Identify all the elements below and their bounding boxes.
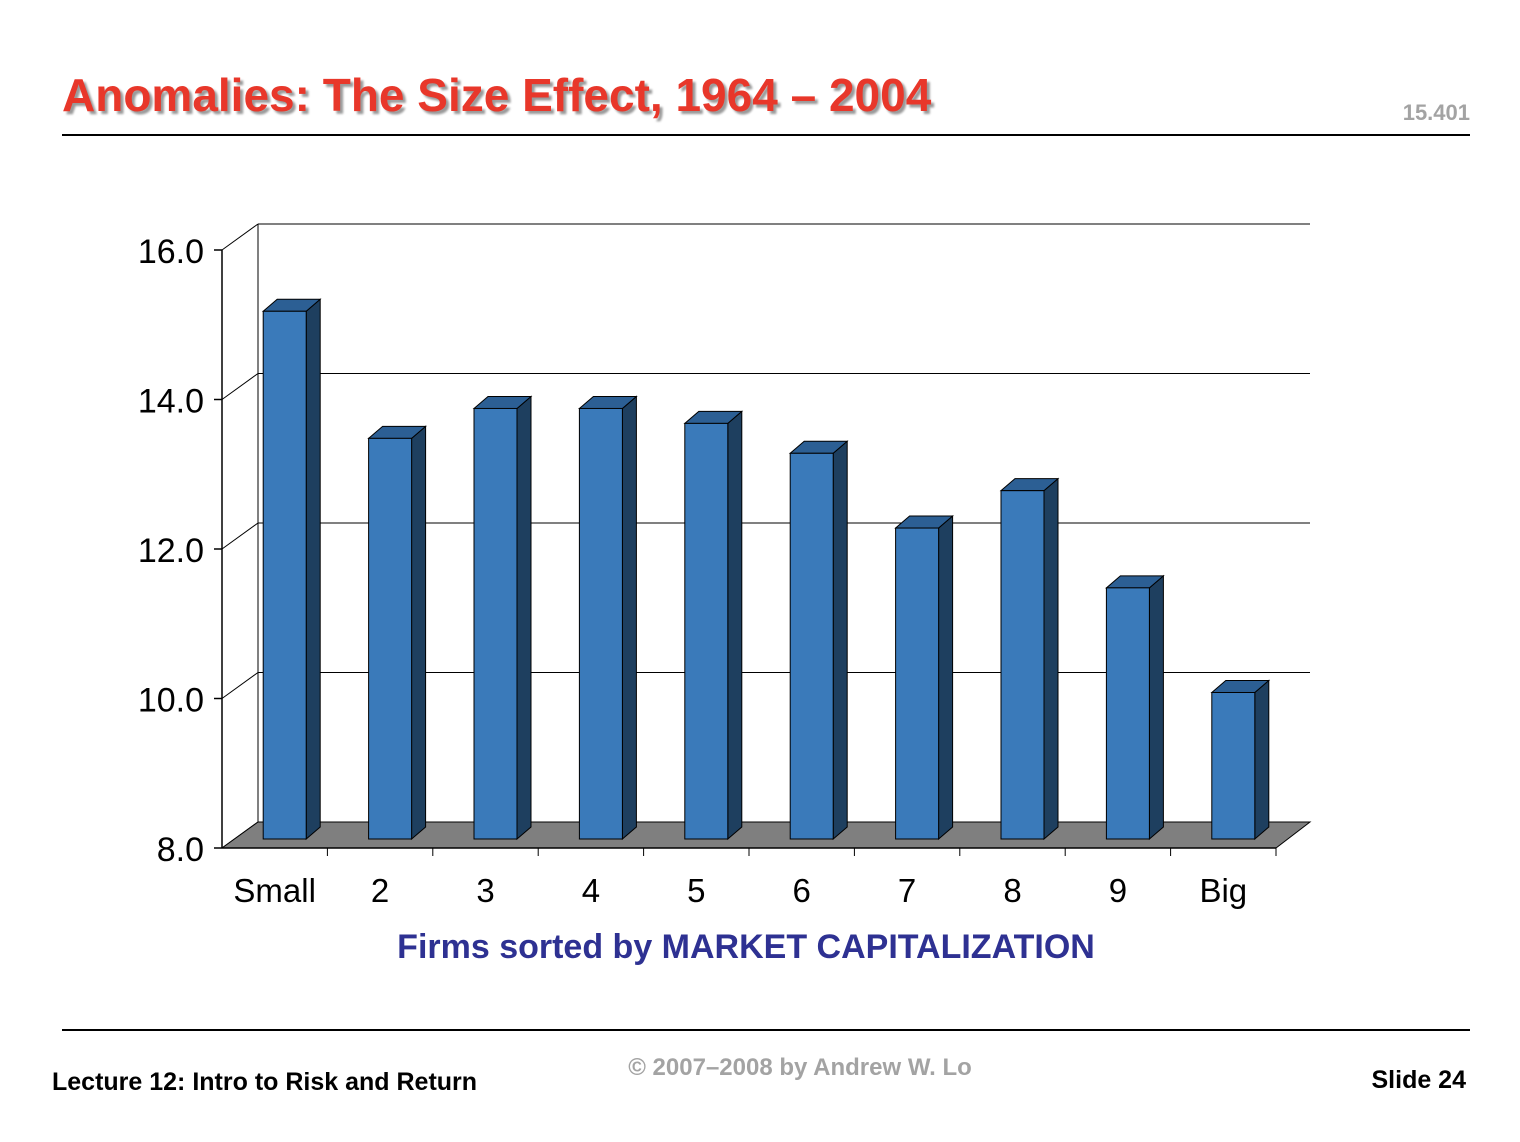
slide-number: Slide 24	[1371, 1066, 1467, 1094]
bar-side	[1043, 477, 1059, 841]
bar	[684, 422, 729, 840]
bar-side	[516, 395, 532, 841]
y-tick-label: 8.0	[157, 831, 204, 869]
bar-side	[938, 514, 954, 841]
bar	[473, 407, 518, 840]
x-axis-title: Firms sorted by MARKET CAPITALIZATION	[397, 928, 1095, 966]
x-tick-label: 2	[371, 872, 389, 909]
x-tick-label: Small	[233, 872, 316, 909]
bar	[578, 407, 623, 840]
bar-side	[832, 440, 848, 841]
footer-divider	[62, 1029, 1470, 1031]
x-tick-label: 9	[1109, 872, 1127, 909]
slide-title: Anomalies: The Size Effect, 1964 – 2004	[62, 69, 932, 121]
x-tick-label: 8	[1003, 872, 1021, 909]
copyright: © 2007–2008 by Andrew W. Lo	[628, 1054, 972, 1081]
bar	[789, 452, 834, 840]
bar-side	[727, 410, 743, 841]
y-tick-diagonal	[221, 672, 259, 699]
bar-side	[1148, 574, 1164, 841]
x-tick-label: 7	[898, 872, 916, 909]
y-tick-diagonal	[221, 522, 259, 550]
course-number: 15.401	[1402, 100, 1470, 125]
bar	[262, 310, 307, 840]
x-tick-label: 3	[476, 872, 494, 909]
lecture-title: Lecture 12: Intro to Risk and Return	[52, 1068, 478, 1096]
header-divider	[62, 134, 1470, 136]
size-effect-bar-chart: 8.0 10.0 12.0 14.0 16.0 Small 2 3 4 5 6 7 8 9 Big Firms…	[138, 223, 1312, 966]
x-tick-label: 5	[687, 872, 705, 909]
y-tick-diagonal	[221, 373, 259, 400]
bar	[368, 437, 413, 840]
y-tick-label: 14.0	[138, 383, 204, 421]
y-tick-label: 16.0	[138, 233, 204, 271]
y-tick-label: 12.0	[138, 532, 204, 570]
bar-side	[1254, 679, 1270, 841]
y-tick-diagonal	[221, 223, 259, 251]
bar	[1105, 587, 1150, 840]
y-tick-label: 10.0	[138, 682, 204, 720]
x-tick-label: 6	[793, 872, 811, 909]
bar-side	[305, 298, 321, 841]
bar	[895, 527, 940, 840]
x-tick-label: 4	[582, 872, 600, 909]
bar-side	[411, 425, 427, 841]
bar	[1211, 692, 1256, 840]
x-tick-label: Big	[1199, 872, 1247, 909]
bar-side	[621, 395, 637, 841]
bar	[1000, 490, 1045, 840]
